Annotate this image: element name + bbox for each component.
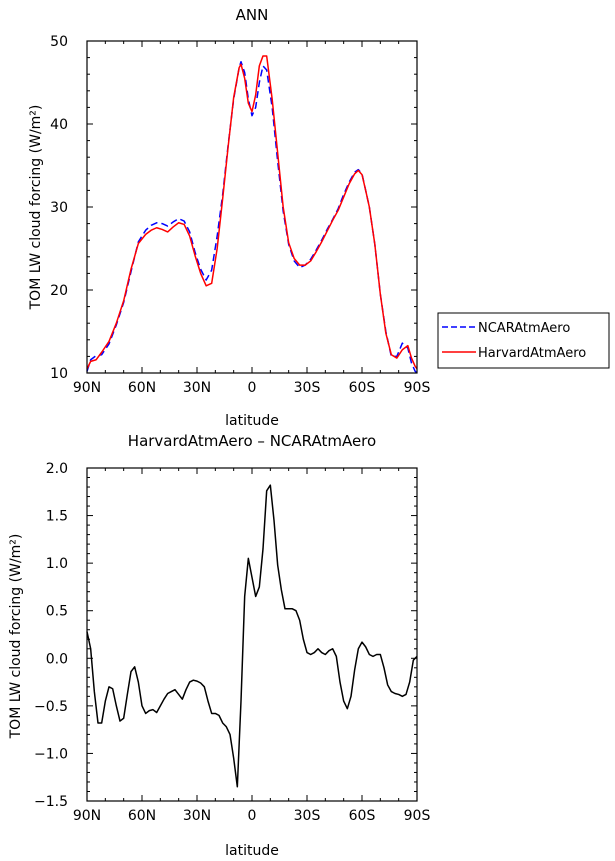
bottom-chart-xlabel: latitude: [225, 843, 279, 859]
bottom-ytick-label: −1.0: [34, 746, 68, 762]
top-ytick-label: 50: [50, 34, 68, 50]
top-chart-title: ANN: [236, 6, 269, 24]
top-ytick-label: 40: [50, 117, 68, 133]
bottom-ytick-label: 0.5: [46, 604, 68, 620]
top-series-line-0: [86, 61, 418, 374]
bottom-xtick-label: 60N: [128, 808, 156, 824]
top-chart-legend: NCARAtmAero HarvardAtmAero: [437, 312, 610, 369]
bottom-ytick-label: 1.0: [46, 556, 68, 572]
bottom-ytick-label: 2.0: [46, 461, 68, 477]
bottom-plot-frame: [86, 467, 418, 802]
top-chart-xlabel: latitude: [225, 413, 279, 429]
top-xtick-label: 30N: [183, 380, 211, 396]
bottom-chart-ylabel: TOM LW cloud forcing (W/m²): [8, 534, 24, 740]
top-chart: ANN 90N 60N 30N 0 30S 60S 90S 10 20 30 40 50 latitu…: [28, 6, 430, 429]
top-chart-ylabel: TOM LW cloud forcing (W/m²): [28, 105, 44, 311]
bottom-ytick-label: 0.0: [46, 651, 68, 667]
top-xtick-label: 60S: [349, 380, 376, 396]
bottom-series-line-0: [86, 484, 418, 788]
bottom-ytick-label: −0.5: [34, 699, 68, 715]
bottom-ytick-label: 1.5: [46, 509, 68, 525]
top-series-line-1: [86, 55, 418, 370]
top-xtick-label: 0: [248, 380, 257, 396]
bottom-xtick-label: 30S: [294, 808, 321, 824]
bottom-chart-title: HarvardAtmAero – NCARAtmAero: [128, 432, 376, 450]
top-xtick-label: 90N: [73, 380, 101, 396]
top-xtick-label: 60N: [128, 380, 156, 396]
legend-box: [437, 312, 610, 369]
legend-label-harvard: HarvardAtmAero: [478, 346, 586, 361]
top-ytick-label: 30: [50, 200, 68, 216]
bottom-xtick-label: 90N: [73, 808, 101, 824]
top-xtick-label: 30S: [294, 380, 321, 396]
top-xtick-label: 90S: [404, 380, 431, 396]
top-plot-frame: [86, 40, 418, 374]
bottom-xtick-label: 90S: [404, 808, 431, 824]
top-ytick-label: 20: [50, 283, 68, 299]
bottom-xtick-label: 30N: [183, 808, 211, 824]
bottom-chart: HarvardAtmAero – NCARAtmAero 90N 60N 30N 0 3…: [8, 432, 430, 859]
bottom-xtick-label: 60S: [349, 808, 376, 824]
bottom-ytick-label: −1.5: [34, 794, 68, 810]
bottom-xtick-label: 0: [248, 808, 257, 824]
top-ytick-label: 10: [50, 366, 68, 382]
legend-label-ncar: NCARAtmAero: [478, 321, 570, 336]
